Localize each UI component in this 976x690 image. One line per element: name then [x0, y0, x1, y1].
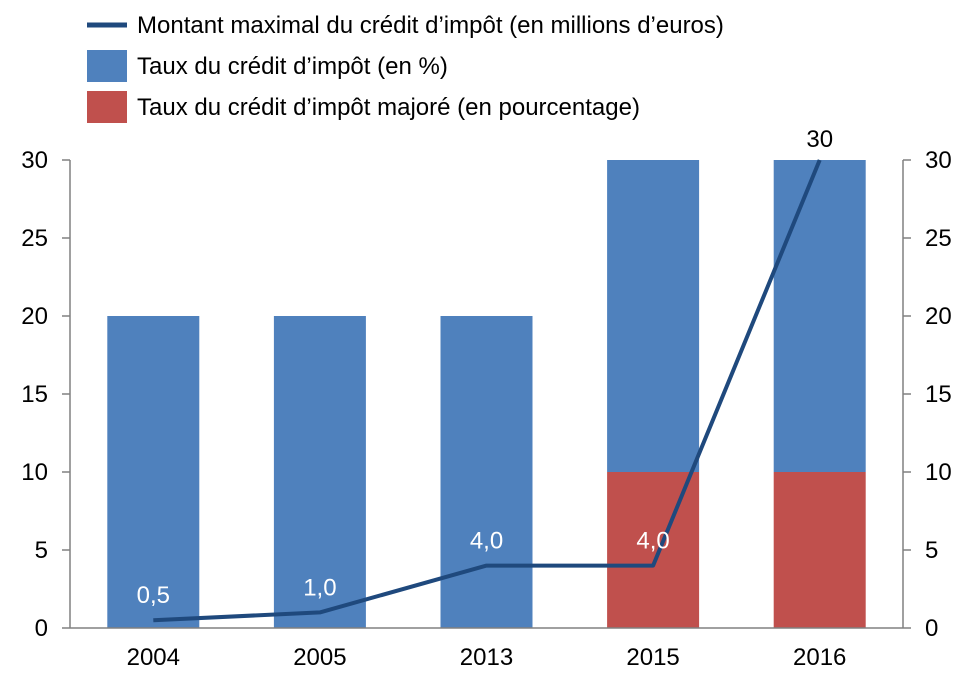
x-tick-label: 2013: [460, 644, 513, 671]
data-label: 4,0: [636, 528, 669, 555]
data-labels: 0,5 1,0 4,0 4,0 30: [137, 126, 833, 609]
bars: [107, 160, 866, 628]
legend-label: Taux du crédit d’impôt majoré (en pource…: [137, 94, 640, 121]
legend-swatch-box: [87, 91, 127, 123]
legend-label: Montant maximal du crédit d’impôt (en mi…: [137, 12, 724, 39]
y-tick-label-left: 30: [21, 147, 48, 174]
x-tick-label: 2016: [793, 644, 846, 671]
bar-taux-2016: [773, 160, 866, 472]
bar-taux-2013: [440, 316, 533, 628]
line-series: [153, 159, 822, 623]
bar-taux-2004: [107, 316, 200, 628]
y-tick-label-left: 5: [35, 537, 48, 564]
axes: 0 5 10 15 20 25 30 0 5 10 15 20 25 30 2004 2005 2013 2015…: [21, 147, 951, 671]
y-tick-label-right: 20: [925, 303, 952, 330]
x-tick-label: 2015: [626, 644, 679, 671]
data-label: 0,5: [137, 582, 170, 609]
bar-majore-2016: [773, 472, 866, 628]
bar-taux-2005: [273, 316, 366, 628]
x-tick-label: 2004: [127, 644, 180, 671]
legend-swatch-box: [87, 50, 127, 82]
x-tick-label: 2005: [293, 644, 346, 671]
y-tick-label-left: 0: [35, 615, 48, 642]
y-tick-label-right: 25: [925, 225, 952, 252]
data-label: 1,0: [303, 574, 336, 601]
bar-majore-2015: [607, 472, 700, 628]
y-tick-label-right: 10: [925, 459, 952, 486]
y-tick-label-right: 15: [925, 381, 952, 408]
legend: Montant maximal du crédit d’impôt (en mi…: [87, 12, 724, 123]
y-tick-label-right: 5: [925, 537, 938, 564]
y-tick-label-left: 25: [21, 225, 48, 252]
data-label: 4,0: [470, 528, 503, 555]
y-tick-label-right: 30: [925, 147, 952, 174]
legend-label: Taux du crédit d’impôt (en %): [137, 53, 448, 80]
data-label: 30: [806, 126, 833, 153]
y-tick-label-left: 15: [21, 381, 48, 408]
y-tick-label-right: 0: [925, 615, 938, 642]
bar-taux-2015: [607, 160, 700, 472]
y-tick-label-left: 20: [21, 303, 48, 330]
line-montant-maximal: [153, 159, 822, 623]
y-tick-label-left: 10: [21, 459, 48, 486]
